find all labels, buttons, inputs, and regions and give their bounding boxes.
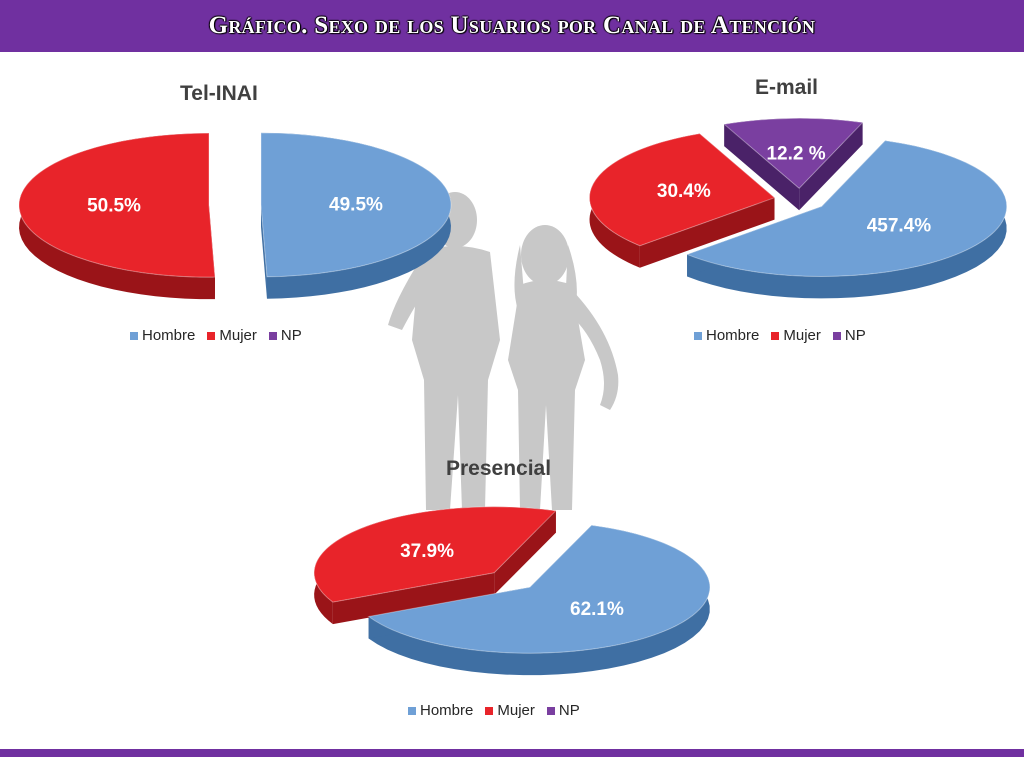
pie-1-slice-2-wall-0 [724,124,800,211]
legend-swatch-mujer [771,331,780,340]
pie-0-slice-1 [18,132,216,278]
pie-2-slice-1-wall-0 [332,572,495,625]
legend-item-mujer: Mujer [207,327,257,344]
legend-label-hombre: Hombre [142,327,196,344]
legend-swatch-mujer [485,706,494,715]
legend-tel-inai: Hombre Mujer NP [130,327,302,344]
legend-swatch-hombre [694,331,702,340]
legend-swatch-np [268,331,277,340]
legend-item-np: NP [546,702,580,719]
legend-swatch-hombre [130,331,138,340]
title-bar: Gráfico. Sexo de los Usuarios por Canal … [0,0,1024,52]
legend-label-mujer: Mujer [219,327,257,344]
legend-label-hombre: Hombre [706,327,760,344]
pie-0-label-1: 50.5% [87,196,141,217]
pie-1-slice-1 [589,133,776,247]
legend-label-hombre: Hombre [420,702,474,719]
legend-label-np: NP [558,702,580,719]
pie-2-label-0: 62.1% [570,599,624,620]
pie-2-slice-1 [313,506,557,603]
legend-swatch-np [832,331,841,340]
legend-item-mujer: Mujer [485,702,535,719]
pie-1-label-2: 12.2 % [766,143,825,164]
pie-2-slice-0 [367,524,711,654]
legend-item-np: NP [832,327,866,344]
pie-0-slice-0-wall-1 [260,204,267,299]
legend-label-np: NP [844,327,866,344]
legend-label-mujer: Mujer [497,702,535,719]
legend-swatch-hombre [408,706,416,715]
pie-1-slice-0-side [687,140,1007,299]
pie-1: 457.4% 30.4% 12.2 % [589,117,1008,299]
pie-1-label-1: 30.4% [657,181,711,202]
pie-0: 49.5% 50.5% [18,132,452,300]
pie-1-slice-2-wall-1 [799,122,863,211]
bottom-bar [0,749,1024,757]
legend-item-np: NP [268,327,302,344]
pie-1-label-0: 457.4% [867,216,932,237]
legend-presencial: Hombre Mujer NP [408,702,580,719]
legend-email: Hombre Mujer NP [694,327,866,344]
legend-label-mujer: Mujer [783,327,821,344]
pie-0-label-0: 49.5% [329,194,383,215]
pie-2-slice-1-wall-1 [494,510,556,595]
legend-item-hombre: Hombre [408,702,473,719]
pie-0-slice-0 [260,132,452,278]
legend-label-np: NP [280,327,302,344]
legend-swatch-np [546,706,555,715]
legend-item-mujer: Mujer [771,327,821,344]
pie-2: 62.1% 37.9% [313,506,711,676]
legend-item-hombre: Hombre [130,327,195,344]
chart-title-tel-inai: Tel-INAI [180,82,258,105]
legend-item-hombre: Hombre [694,327,759,344]
chart-title-email: E-mail [755,76,819,99]
pie-2-label-1: 37.9% [400,541,454,562]
pie-1-slice-1-wall-0 [639,197,775,268]
pie-1-slice-0 [685,140,1008,277]
page-title: Gráfico. Sexo de los Usuarios por Canal … [208,12,816,39]
couple-silhouette-icon [388,192,619,510]
legend-swatch-mujer [207,331,216,340]
pie-1-slice-2 [723,117,864,189]
chart-title-presencial: Presencial [446,457,552,480]
